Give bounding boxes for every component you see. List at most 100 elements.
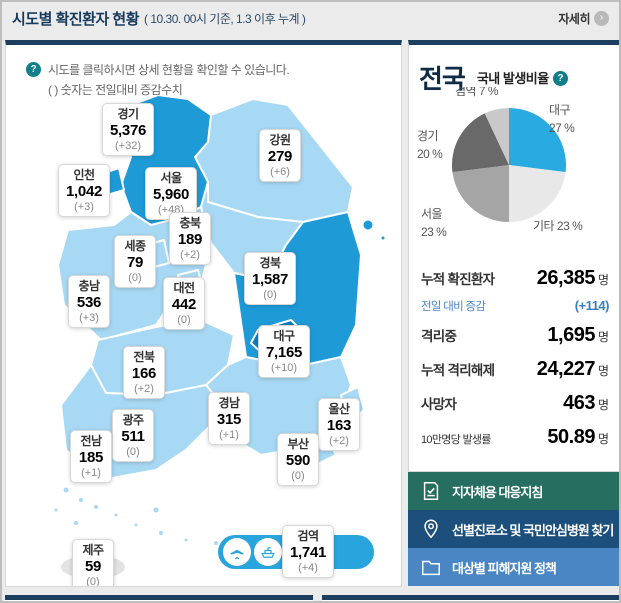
region-change: (0) [126,446,140,458]
region-change: (0) [263,289,277,301]
region-change: (+2) [180,249,200,261]
national-column: 전국 국내 발생비율 ? 대구 27 % 기타 23 % 서울 23 % 경기 20 % 검역… [408,40,619,586]
question-icon: ? [26,62,41,77]
pie-title-label: 국내 발생비율 [476,71,549,86]
pie-label-검역: 검역 7 % [455,87,499,98]
region-label-incheon[interactable]: 인천 1,042 (+3) [58,164,111,218]
region-value: 511 [121,428,145,445]
national-title: 전국 [419,64,466,94]
region-value: 163 [326,417,352,434]
action-button-label: 대상별 피해지원 정책 [452,560,557,576]
ulleungdo-islands [362,219,386,241]
stat-label: 격리중 [421,329,457,344]
region-value: 7,165 [266,344,303,361]
stat-row: 격리중 1,695 명 [421,324,609,347]
pie-label-경기: 경기 20 % [417,129,443,161]
region-label-sejong[interactable]: 세종 79 (0) [114,235,156,289]
region-label-busan[interactable]: 부산 590 (0) [277,433,319,487]
pie-slice-대구 [509,108,566,173]
region-label-daejeon[interactable]: 대전 442 (0) [163,277,205,331]
national-stats: 누적 확진환자 26,385 명 전일 대비 증감 (+114) 격리중 1,695 명 누적 … [421,267,610,449]
region-name: 광주 [122,413,144,427]
national-header: 전국 국내 발생비율 ? [419,59,568,96]
region-label-jeonbuk[interactable]: 전북 166 (+2) [123,346,165,400]
pie-label-서울: 서울 23 % [421,207,447,239]
region-value: 5,376 [110,122,147,139]
ship-icon [254,538,282,566]
region-name: 인천 [73,168,95,182]
region-name: 충남 [78,279,100,293]
region-change: (0) [177,314,191,326]
stat-value: 1,695 명 [547,324,609,346]
map-panel: ? 시도를 클릭하시면 상세 현황을 확인할 수 있습니다. ( ) 숫자는 전… [5,40,402,587]
page-subtitle: ( 10.30. 00시 기준, 1.3 이후 누계 ) [144,11,306,26]
region-label-gwangju[interactable]: 광주 511 (0) [112,409,154,463]
folder-icon [420,556,442,578]
region-name: 울산 [328,402,350,416]
map-help-text: 시도를 클릭하시면 상세 현황을 확인할 수 있습니다. ( ) 숫자는 전일대… [48,61,290,101]
stat-row: 전일 대비 증감 (+114) [421,297,610,315]
stat-value: 24,227 명 [536,358,609,380]
region-label-ulsan[interactable]: 울산 163 (+2) [318,398,360,452]
map-help: ? 시도를 클릭하시면 상세 현황을 확인할 수 있습니다. ( ) 숫자는 전… [26,61,290,101]
pie-label-대구: 대구 27 % [549,103,575,135]
region-label-daegu[interactable]: 대구 7,165 (+10) [258,325,311,379]
region-name: 세종 [124,239,146,253]
region-change: (+3) [79,312,99,324]
action-button[interactable]: 대상별 피해지원 정책 [408,548,619,586]
region-value: 279 [267,148,293,165]
region-name: 검역 [297,529,319,543]
region-name: 대구 [273,329,295,343]
region-label-chungnam[interactable]: 충남 536 (+3) [68,275,110,329]
region-change: (+2) [329,435,349,447]
region-change: (+1) [219,429,239,441]
action-button[interactable]: 선별진료소 및 국민안심병원 찾기 [408,510,619,548]
region-name: 전북 [133,350,155,364]
stat-label: 누적 확진환자 [421,272,495,287]
pie-label-기타: 기타 23 % [533,219,583,233]
region-label-jeonnam[interactable]: 전남 185 (+1) [70,430,112,484]
region-label-jeju[interactable]: 제주 59 (0) [72,539,114,587]
stat-row: 누적 확진환자 26,385 명 [421,267,609,290]
region-label-gangwon[interactable]: 강원 279 (+6) [259,129,301,183]
region-change: (+1) [81,467,101,479]
pie-svg [452,108,566,222]
region-name: 경남 [218,396,240,410]
region-value: 59 [84,558,102,575]
region-label-gyeonggi[interactable]: 경기 5,376 (+32) [102,103,155,157]
stat-value: 26,385 명 [536,267,609,289]
stat-label: 누적 격리해제 [421,363,495,378]
region-value: 79 [126,254,144,271]
region-name: 서울 [160,171,182,185]
pie-slice-검역 [484,108,509,165]
more-link[interactable]: 자세히 › [558,10,609,27]
pie-slice-경기 [452,113,509,173]
region-name: 충북 [179,216,201,230]
region-name: 강원 [269,133,291,147]
action-button[interactable]: 지자체용 대응지침 [408,472,619,510]
pie-question-icon[interactable]: ? [552,70,568,86]
action-button-label: 선별진료소 및 국민안심병원 찾기 [452,522,614,538]
document-check-icon [420,480,442,502]
action-button-label: 지자체용 대응지침 [452,484,543,500]
national-panel: 전국 국내 발생비율 ? 대구 27 % 기타 23 % 서울 23 % 경기 20 % 검역… [408,40,619,472]
region-label-gyeongbuk[interactable]: 경북 1,587 (0) [244,252,297,306]
region-label-chungbuk[interactable]: 충북 189 (+2) [169,212,211,266]
stat-row: 누적 격리해제 24,227 명 [421,358,609,381]
region-label-quarantine[interactable]: 검역 1,741 (+4) [282,525,335,579]
page-title: 시도별 확진환자 현황 [12,10,140,28]
region-change: (0) [291,470,305,482]
region-change: (0) [86,576,100,587]
airplane-icon [223,538,251,566]
region-change: (+6) [270,166,290,178]
map-help-line1: 시도를 클릭하시면 상세 현황을 확인할 수 있습니다. [48,63,290,77]
region-value: 166 [131,365,157,382]
region-change: (+4) [298,562,318,574]
region-label-gyeongnam[interactable]: 경남 315 (+1) [208,392,250,446]
region-label-seoul[interactable]: 서울 5,960 (+48) [145,167,198,221]
region-value: 1,741 [290,544,327,561]
stat-value: 50.89 명 [547,426,609,448]
map-pin-icon [420,518,442,540]
